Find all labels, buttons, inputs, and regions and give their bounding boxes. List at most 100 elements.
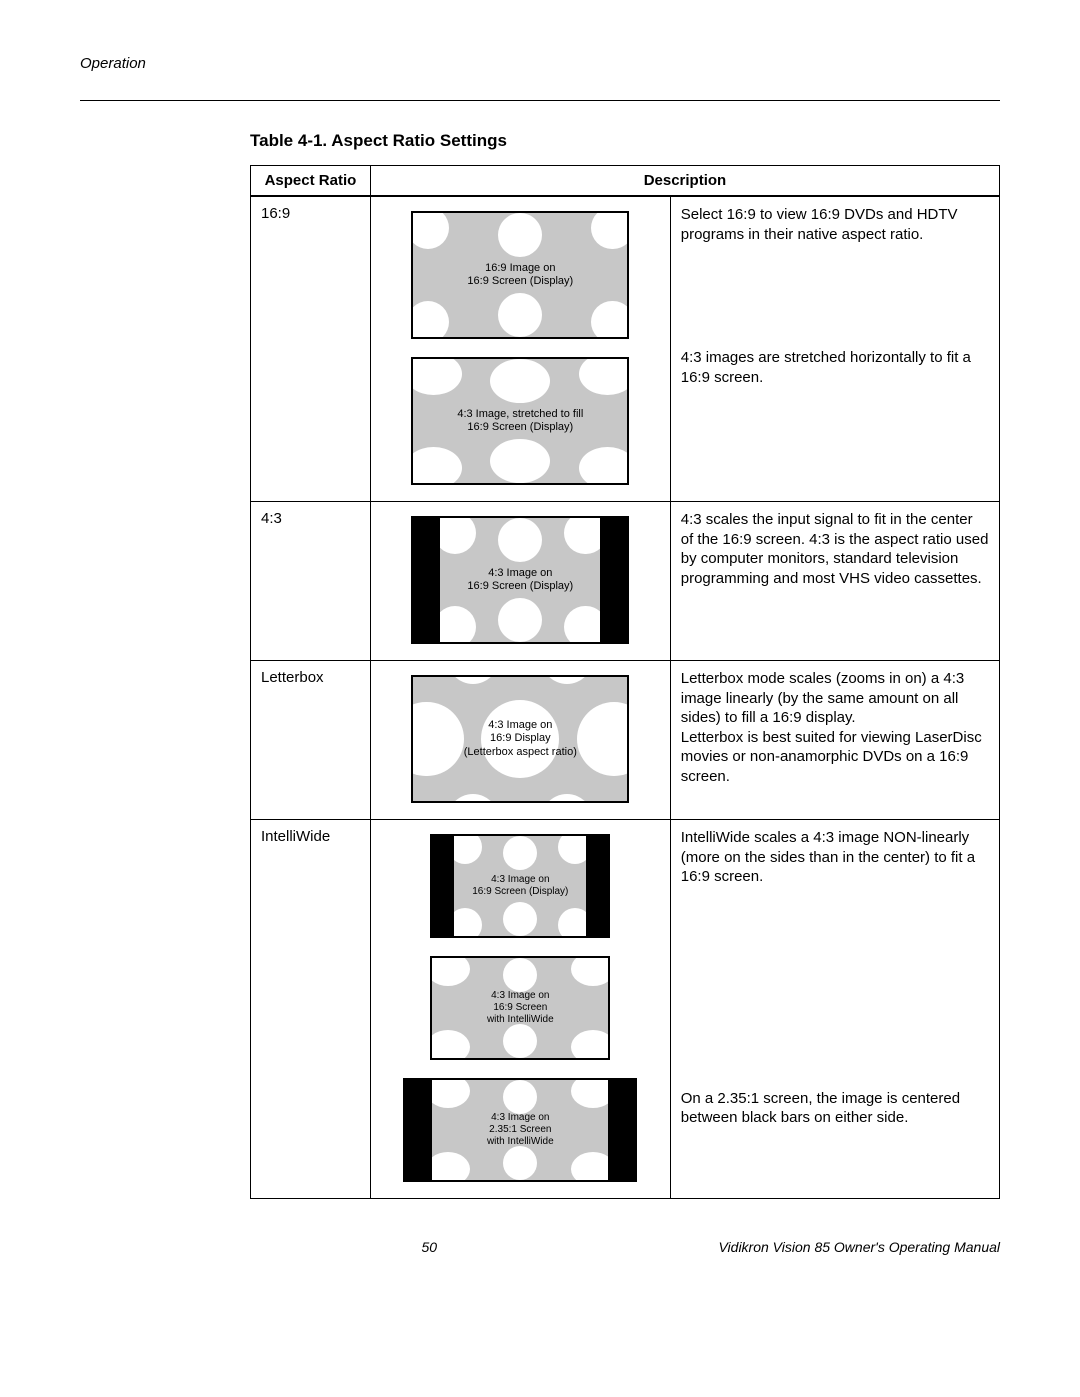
illustration-caption: 4:3 Image on2.35:1 Screenwith IntelliWid… [487, 1112, 554, 1148]
illustration-caption: 16:9 Image on16:9 Screen (Display) [467, 262, 573, 288]
illustration-cell: 4:3 Image on16:9 Display(Letterbox aspec… [370, 661, 670, 820]
aspect-ratio-table: Aspect Ratio Description 16:916:9 Image … [250, 165, 1000, 1199]
description-text: 4:3 images are stretched horizontally to… [681, 348, 989, 387]
screen-frame: 4:3 Image, stretched to fill16:9 Screen … [411, 357, 629, 485]
illustration-cell: 4:3 Image on16:9 Screen (Display) 4:3 Ima… [370, 820, 670, 1199]
description-cell: IntelliWide scales a 4:3 image NON-linea… [670, 820, 999, 1199]
screen-frame: 4:3 Image on16:9 Screen (Display) [430, 834, 610, 938]
illustration-circle [498, 518, 542, 562]
illustration-circle [503, 958, 537, 992]
description-text: IntelliWide scales a 4:3 image NON-linea… [681, 828, 989, 887]
section-header: Operation [80, 55, 1000, 72]
illustration-circle [503, 1146, 537, 1180]
table-row: 16:9 16:9 Image on16:9 Screen (Display) 4:… [251, 196, 1000, 502]
illustration-circle [591, 213, 627, 249]
aspect-ratio-label: Letterbox [251, 661, 371, 820]
illustration-circle [440, 606, 476, 642]
illustration: 16:9 Image on16:9 Screen (Display) [381, 211, 660, 339]
illustration-caption: 4:3 Image, stretched to fill16:9 Screen … [457, 408, 583, 434]
description-cell: Letterbox mode scales (zooms in on) a 4:… [670, 661, 999, 820]
illustration-caption: 4:3 Image on16:9 Display(Letterbox aspec… [464, 719, 577, 759]
illustration: 4:3 Image on16:9 Screen (Display) [381, 834, 660, 938]
illustration-circle [440, 518, 476, 554]
illustration: 4:3 Image on16:9 Screen (Display) [381, 516, 660, 644]
illustration-cell: 4:3 Image on16:9 Screen (Display) [370, 502, 670, 661]
illustration-circle [558, 908, 586, 936]
illustration-circle [498, 293, 542, 337]
description-text: Select 16:9 to view 16:9 DVDs and HDTV p… [681, 205, 989, 244]
illustration-circle [454, 908, 482, 936]
illustration-caption: 4:3 Image on16:9 Screenwith IntelliWide [487, 990, 554, 1026]
illustration: 4:3 Image on2.35:1 Screenwith IntelliWid… [381, 1078, 660, 1182]
illustration-circle [498, 598, 542, 642]
table-title: Table 4-1. Aspect Ratio Settings [250, 131, 1000, 151]
table-row: 4:3 4:3 Image on16:9 Screen (Display) 4:3 … [251, 502, 1000, 661]
illustration-circle [432, 1080, 470, 1108]
screen-inner: 4:3 Image on16:9 Display(Letterbox aspec… [413, 677, 627, 801]
illustration-circle [558, 836, 586, 864]
illustration-circle [454, 836, 482, 864]
screen-inner: 4:3 Image on16:9 Screenwith IntelliWide [432, 958, 608, 1058]
description-text: Letterbox mode scales (zooms in on) a 4:… [681, 669, 989, 786]
illustration: 4:3 Image on16:9 Display(Letterbox aspec… [381, 675, 660, 803]
table-row: IntelliWide4:3 Image on16:9 Screen (Disp… [251, 820, 1000, 1199]
illustration-circle [432, 1030, 470, 1058]
screen-inner: 16:9 Image on16:9 Screen (Display) [413, 213, 627, 337]
screen-inner: 4:3 Image on2.35:1 Screenwith IntelliWid… [432, 1080, 608, 1180]
aspect-ratio-label: 4:3 [251, 502, 371, 661]
illustration-circle [413, 213, 449, 249]
description-cell: 4:3 scales the input signal to fit in th… [670, 502, 999, 661]
illustration-circle [413, 359, 461, 395]
screen-frame: 4:3 Image on16:9 Screenwith IntelliWide [430, 956, 610, 1060]
illustration-circle [591, 301, 627, 337]
screen-frame: 4:3 Image on16:9 Screen (Display) [411, 516, 629, 644]
screen-inner: 4:3 Image on16:9 Screen (Display) [454, 836, 586, 936]
illustration-circle [432, 1152, 470, 1180]
illustration-circle [503, 1080, 537, 1114]
illustration-circle [503, 902, 537, 936]
illustration-circle [413, 702, 463, 776]
illustration-circle [541, 794, 593, 801]
illustration: 4:3 Image on16:9 Screenwith IntelliWide [381, 956, 660, 1060]
screen-inner: 4:3 Image on16:9 Screen (Display) [440, 518, 600, 642]
table-header-description: Description [370, 166, 999, 197]
aspect-ratio-label: IntelliWide [251, 820, 371, 1199]
illustration-circle [571, 958, 609, 986]
description-text: 4:3 scales the input signal to fit in th… [681, 510, 989, 588]
illustration-circle [579, 447, 627, 483]
description-cell: Select 16:9 to view 16:9 DVDs and HDTV p… [670, 196, 999, 502]
screen-inner: 4:3 Image, stretched to fill16:9 Screen … [413, 359, 627, 483]
illustration-circle [413, 301, 449, 337]
description-text: On a 2.35:1 screen, the image is centere… [681, 1089, 989, 1128]
illustration-circle [564, 606, 600, 642]
illustration-circle [541, 677, 593, 684]
illustration-circle [564, 518, 600, 554]
screen-frame: 4:3 Image on16:9 Display(Letterbox aspec… [411, 675, 629, 803]
illustration-circle [571, 1080, 609, 1108]
illustration-caption: 4:3 Image on16:9 Screen (Display) [467, 567, 573, 593]
page-number: 50 [399, 1239, 459, 1255]
illustration-circle [432, 958, 470, 986]
screen-frame: 16:9 Image on16:9 Screen (Display) [411, 211, 629, 339]
illustration-circle [413, 447, 461, 483]
illustration-circle [577, 702, 627, 776]
illustration-cell: 16:9 Image on16:9 Screen (Display) 4:3 Im… [370, 196, 670, 502]
screen-frame: 4:3 Image on2.35:1 Screenwith IntelliWid… [403, 1078, 637, 1182]
illustration-circle [490, 359, 550, 403]
table-header-aspect: Aspect Ratio [251, 166, 371, 197]
illustration-circle [503, 836, 537, 870]
footer-manual-title: Vidikron Vision 85 Owner's Operating Man… [718, 1239, 1000, 1255]
illustration-caption: 4:3 Image on16:9 Screen (Display) [472, 874, 568, 898]
illustration-circle [503, 1024, 537, 1058]
table-row: Letterbox 4:3 Image on16:9 Display(Letter… [251, 661, 1000, 820]
illustration: 4:3 Image, stretched to fill16:9 Screen … [381, 357, 660, 485]
illustration-circle [447, 677, 499, 684]
illustration-circle [498, 213, 542, 257]
illustration-circle [571, 1152, 609, 1180]
illustration-circle [571, 1030, 609, 1058]
header-rule [80, 100, 1000, 101]
page-footer: 50 Vidikron Vision 85 Owner's Operating … [80, 1239, 1000, 1255]
illustration-circle [490, 439, 550, 483]
illustration-circle [447, 794, 499, 801]
aspect-ratio-label: 16:9 [251, 196, 371, 502]
